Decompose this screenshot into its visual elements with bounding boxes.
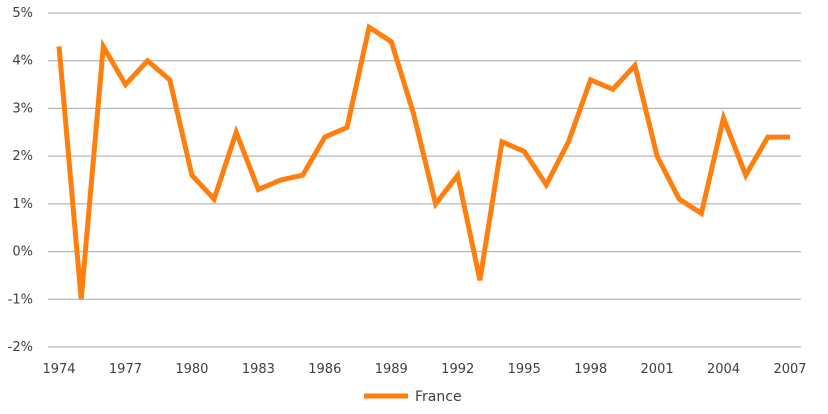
x-tick-label: 1992 <box>441 362 474 377</box>
x-tick-label: 2001 <box>641 362 674 377</box>
x-tick-label: 1998 <box>574 362 607 377</box>
x-axis-tick-labels: 1974 1977 1980 1983 1986 1989 1992 1995 1998 2001… <box>42 362 806 377</box>
legend-label-france: France <box>415 389 462 405</box>
gridlines <box>48 12 801 348</box>
y-tick-label: 0% <box>12 245 33 260</box>
y-tick-label: 1% <box>12 197 33 212</box>
y-tick-label: -1% <box>8 292 33 307</box>
x-tick-label: 1980 <box>175 362 208 377</box>
y-tick-label: 5% <box>12 6 33 21</box>
series-line-france <box>56 23 790 300</box>
y-axis-tick-labels: -2% -1% 0% 1% 2% 3% 4% 5% <box>8 6 33 355</box>
legend: France <box>364 389 462 405</box>
x-tick-label: 1977 <box>109 362 142 377</box>
x-tick-label: 1986 <box>308 362 341 377</box>
y-tick-label: 3% <box>12 101 33 116</box>
x-tick-label: 1974 <box>42 362 75 377</box>
x-tick-label: 1989 <box>375 362 408 377</box>
x-tick-label: 2007 <box>773 362 806 377</box>
y-tick-label: 2% <box>12 149 33 164</box>
y-tick-label: 4% <box>12 54 33 69</box>
y-tick-label: -2% <box>8 340 33 355</box>
x-tick-label: 1983 <box>242 362 275 377</box>
series-lines <box>56 23 790 300</box>
x-tick-label: 2004 <box>707 362 740 377</box>
x-tick-label: 1995 <box>508 362 541 377</box>
